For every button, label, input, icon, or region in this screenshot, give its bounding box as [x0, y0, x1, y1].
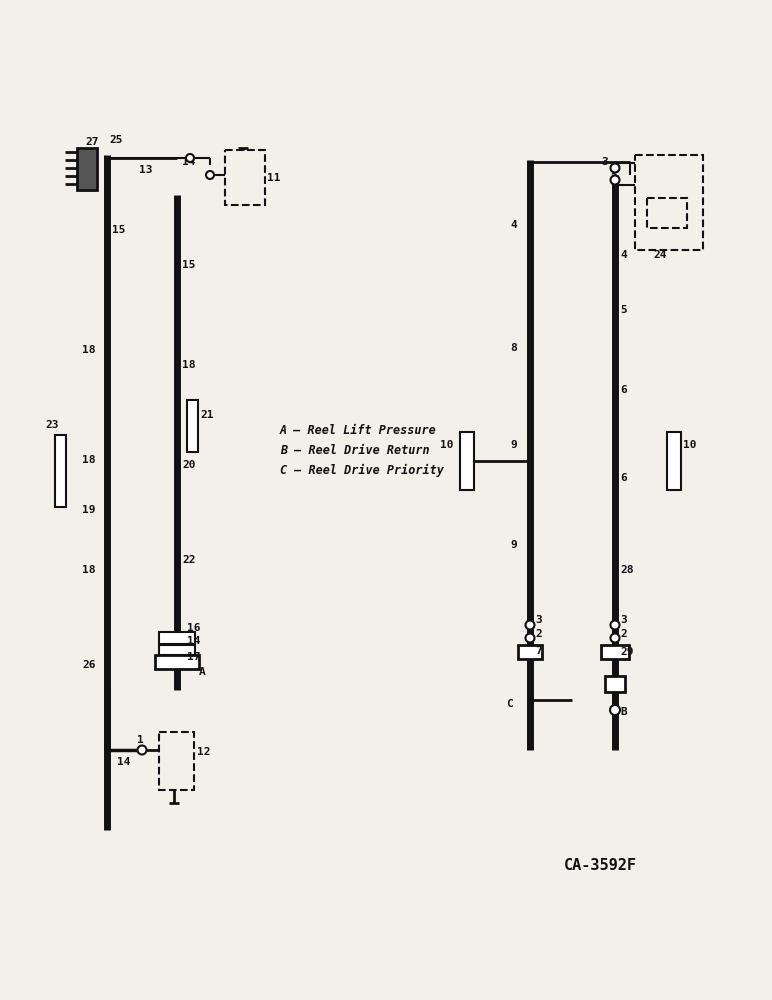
- Text: 16: 16: [187, 623, 201, 633]
- Text: 18: 18: [182, 360, 195, 370]
- Text: 26: 26: [82, 660, 96, 670]
- Text: 5: 5: [620, 305, 627, 315]
- Text: 29: 29: [620, 647, 634, 657]
- Circle shape: [611, 176, 619, 184]
- Text: 9: 9: [510, 540, 516, 550]
- Text: C — Reel Drive Priority: C — Reel Drive Priority: [280, 463, 444, 477]
- Text: 6: 6: [620, 385, 627, 395]
- Text: 21: 21: [200, 410, 214, 420]
- Text: C: C: [506, 699, 513, 709]
- Bar: [155, 655, 199, 669]
- Text: 3: 3: [535, 615, 542, 625]
- Bar: [55, 435, 66, 507]
- Text: 9: 9: [510, 440, 516, 450]
- Text: 12: 12: [197, 747, 211, 757]
- Bar: [187, 400, 198, 452]
- Text: 17: 17: [187, 652, 201, 662]
- Bar: [635, 155, 703, 250]
- Text: 10: 10: [440, 440, 453, 450]
- Text: 20: 20: [182, 460, 195, 470]
- Circle shape: [186, 154, 194, 162]
- Text: 22: 22: [182, 555, 195, 565]
- Text: 18: 18: [82, 565, 96, 575]
- Text: 14: 14: [187, 636, 201, 646]
- Text: 14: 14: [182, 157, 195, 167]
- Circle shape: [610, 705, 620, 715]
- Circle shape: [611, 163, 619, 172]
- Circle shape: [611, 620, 619, 630]
- Bar: [159, 732, 194, 790]
- Text: B — Reel Drive Return: B — Reel Drive Return: [280, 444, 430, 456]
- Text: 19: 19: [82, 505, 96, 515]
- Text: 27: 27: [85, 137, 99, 147]
- Text: 18: 18: [82, 455, 96, 465]
- Text: 24: 24: [653, 250, 666, 260]
- Text: 8: 8: [510, 343, 516, 353]
- Circle shape: [611, 634, 619, 643]
- Text: 2: 2: [610, 173, 617, 183]
- Text: 4: 4: [620, 250, 627, 260]
- Text: 25: 25: [109, 135, 123, 145]
- Text: CA-3592F: CA-3592F: [564, 857, 636, 872]
- Text: 23: 23: [45, 420, 59, 430]
- Circle shape: [206, 171, 214, 179]
- Text: 13: 13: [139, 165, 153, 175]
- Bar: [667, 432, 681, 490]
- Text: A — Reel Lift Pressure: A — Reel Lift Pressure: [280, 424, 437, 436]
- Text: 15: 15: [112, 225, 126, 235]
- Bar: [518, 645, 542, 659]
- Bar: [77, 148, 97, 190]
- Circle shape: [526, 620, 534, 630]
- Text: B: B: [620, 707, 627, 717]
- Bar: [647, 198, 687, 228]
- Text: 10: 10: [683, 440, 696, 450]
- Text: 1: 1: [137, 735, 144, 745]
- Text: 2: 2: [620, 629, 627, 639]
- Bar: [605, 676, 625, 692]
- Bar: [159, 632, 195, 644]
- Text: 14: 14: [117, 757, 130, 767]
- Text: 15: 15: [182, 260, 195, 270]
- Text: 3: 3: [620, 615, 627, 625]
- Text: 11: 11: [267, 173, 280, 183]
- Text: 2: 2: [535, 629, 542, 639]
- Bar: [601, 645, 629, 659]
- Text: 3: 3: [601, 157, 608, 167]
- Text: 18: 18: [82, 345, 96, 355]
- Text: 28: 28: [620, 565, 634, 575]
- Text: 4: 4: [510, 220, 516, 230]
- Bar: [159, 645, 195, 655]
- Text: A: A: [199, 667, 206, 677]
- Bar: [460, 432, 474, 490]
- Text: 7: 7: [535, 646, 542, 656]
- Text: 6: 6: [620, 473, 627, 483]
- Circle shape: [526, 634, 534, 643]
- Circle shape: [137, 746, 147, 754]
- Bar: [225, 150, 265, 205]
